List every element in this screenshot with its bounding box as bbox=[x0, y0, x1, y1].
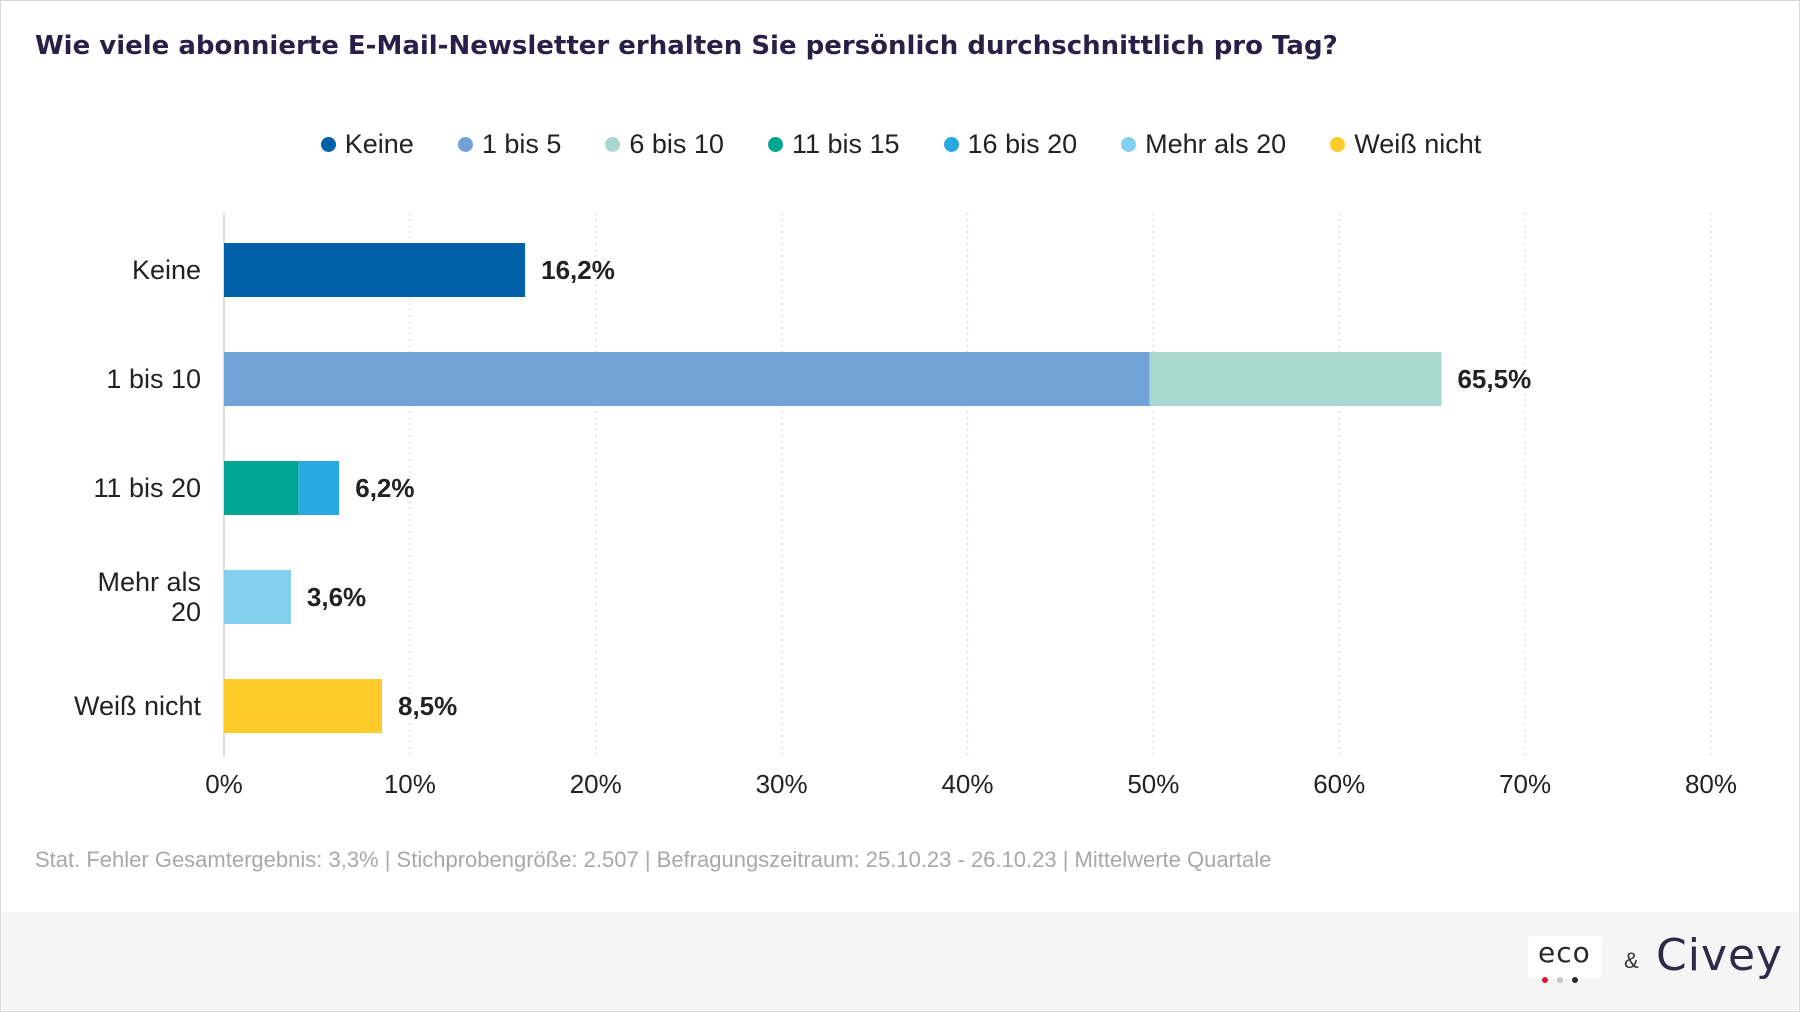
legend-item: 11 bis 15 bbox=[767, 129, 900, 160]
bar-segment bbox=[224, 243, 526, 297]
x-tick-label: 10% bbox=[384, 769, 436, 799]
x-tick-label: 0% bbox=[205, 769, 243, 799]
legend-label: 1 bis 5 bbox=[481, 129, 562, 159]
value-label: 8,5% bbox=[398, 691, 457, 721]
value-label: 16,2% bbox=[541, 255, 615, 285]
footnote: Stat. Fehler Gesamtergebnis: 3,3% | Stic… bbox=[35, 847, 1272, 872]
category-label: Keine bbox=[132, 255, 201, 285]
bar-segment bbox=[1149, 352, 1442, 406]
legend-label: 11 bis 15 bbox=[791, 129, 900, 159]
legend-item: Weiß nicht bbox=[1330, 129, 1481, 160]
eco-logo: eco bbox=[1528, 936, 1602, 983]
category-label: Weiß nicht bbox=[74, 691, 202, 721]
footer-bar bbox=[1, 912, 1799, 1010]
legend-label: Mehr als 20 bbox=[1145, 129, 1287, 159]
bar-chart: 0% 10% 20% 30% 40% 50% 60% 70% 80% 16,2% Keine 65,5… bbox=[74, 213, 1737, 799]
legend-dot-icon bbox=[943, 137, 959, 152]
ampersand: & bbox=[1624, 948, 1639, 973]
category-label: 11 bis 20 bbox=[93, 473, 201, 503]
category-label: 1 bis 10 bbox=[106, 364, 201, 394]
legend-dot-icon bbox=[320, 137, 336, 152]
x-tick-label: 70% bbox=[1499, 769, 1551, 799]
legend-label: 6 bis 10 bbox=[629, 129, 724, 159]
bar-segment bbox=[224, 352, 1150, 406]
eco-logo-text: eco bbox=[1538, 936, 1591, 969]
legend-label: Weiß nicht bbox=[1354, 129, 1482, 159]
bar-segment bbox=[224, 570, 291, 624]
chart-title: Wie viele abonnierte E-Mail-Newsletter e… bbox=[35, 31, 1338, 61]
bar-segment bbox=[224, 679, 382, 733]
x-tick-label: 30% bbox=[756, 769, 808, 799]
legend-label: 16 bis 20 bbox=[967, 129, 1078, 159]
legend-dot-icon bbox=[605, 137, 621, 152]
x-tick-label: 40% bbox=[941, 769, 993, 799]
bar-segment bbox=[298, 461, 340, 515]
eco-logo-dots bbox=[1542, 970, 1587, 988]
legend-label: Keine bbox=[344, 129, 414, 159]
legend-dot-icon bbox=[767, 137, 783, 152]
legend-item: 6 bis 10 bbox=[605, 129, 724, 160]
value-label: 6,2% bbox=[355, 473, 414, 503]
legend-dot-icon bbox=[457, 137, 473, 152]
x-tick-label: 60% bbox=[1313, 769, 1365, 799]
category-label: Mehr als 20 bbox=[97, 567, 201, 627]
legend-item: Keine bbox=[320, 129, 414, 160]
x-tick-label: 50% bbox=[1127, 769, 1179, 799]
value-label: 65,5% bbox=[1457, 364, 1531, 394]
civey-logo: Civey bbox=[1656, 930, 1784, 981]
value-label: 3,6% bbox=[307, 582, 366, 612]
legend-dot-icon bbox=[1330, 137, 1346, 152]
legend-item: 16 bis 20 bbox=[943, 129, 1078, 160]
legend-item: 1 bis 5 bbox=[457, 129, 562, 160]
x-tick-label: 20% bbox=[570, 769, 622, 799]
legend-dot-icon bbox=[1121, 137, 1137, 152]
legend-item: Mehr als 20 bbox=[1121, 129, 1286, 160]
x-tick-label: 80% bbox=[1685, 769, 1737, 799]
bar-segment bbox=[224, 461, 299, 515]
chart-legend: Keine 1 bis 5 6 bis 10 11 bis 15 16 bis 20 Me… bbox=[1, 129, 1800, 160]
